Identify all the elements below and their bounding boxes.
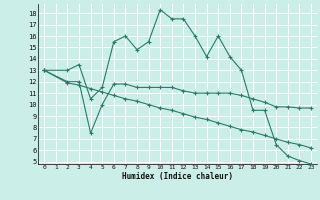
X-axis label: Humidex (Indice chaleur): Humidex (Indice chaleur) bbox=[122, 172, 233, 181]
